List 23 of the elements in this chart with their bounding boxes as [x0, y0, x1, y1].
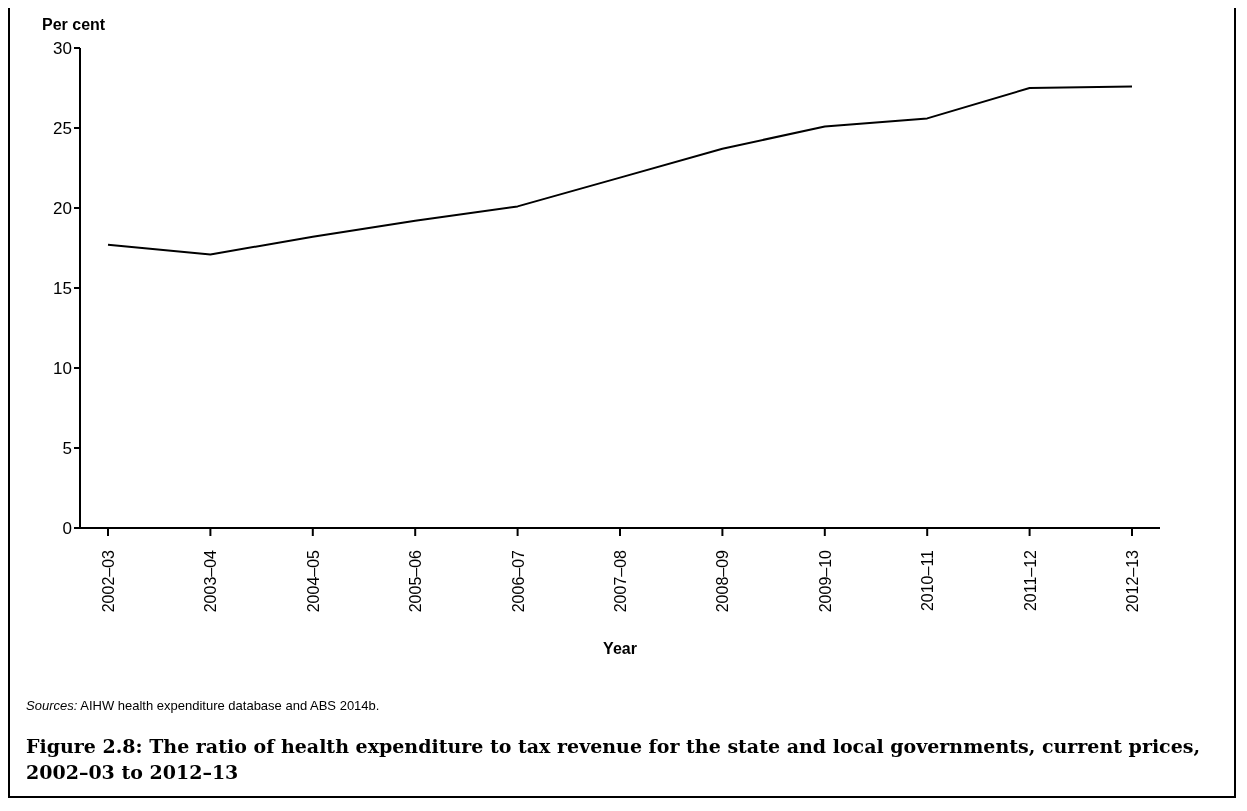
source-note: Sources: AIHW health expenditure database and ABS 2014b. [26, 698, 380, 713]
y-tick-label: 25 [53, 119, 72, 139]
x-tick-label: 2008–09 [714, 549, 732, 613]
x-tick-label: 2002–03 [100, 549, 117, 613]
y-axis-title: Per cent [42, 16, 106, 34]
y-tick-label: 10 [53, 359, 72, 379]
text: Figure 2.8: The ratio of health expenditure to tax revenue for the state and local governments, current prices, 2002–03 to 2012–13 [26, 734, 1202, 785]
y-tick-label: 0 [62, 519, 72, 539]
x-tick-label: 2012–13 [1124, 549, 1141, 613]
y-tick-label: 5 [62, 439, 72, 459]
line-series [107, 85, 1133, 256]
x-tick-label: 2010–11 [919, 549, 937, 612]
x-axis-title: Year [602, 640, 638, 658]
x-tick-label: 2006–07 [509, 549, 527, 613]
y-tick-label: 20 [53, 199, 72, 219]
x-tick-label: 2003–04 [202, 549, 220, 613]
x-tick-label: 2009–10 [816, 549, 834, 613]
x-tick-label: 2004–05 [304, 549, 322, 613]
x-tick-label: 2011–12 [1021, 549, 1039, 612]
y-tick-label: 15 [53, 279, 72, 299]
x-tick-label: 2007–08 [612, 549, 629, 613]
y-tick-label: 30 [53, 39, 72, 59]
x-tick-label: 2005–06 [407, 549, 425, 613]
